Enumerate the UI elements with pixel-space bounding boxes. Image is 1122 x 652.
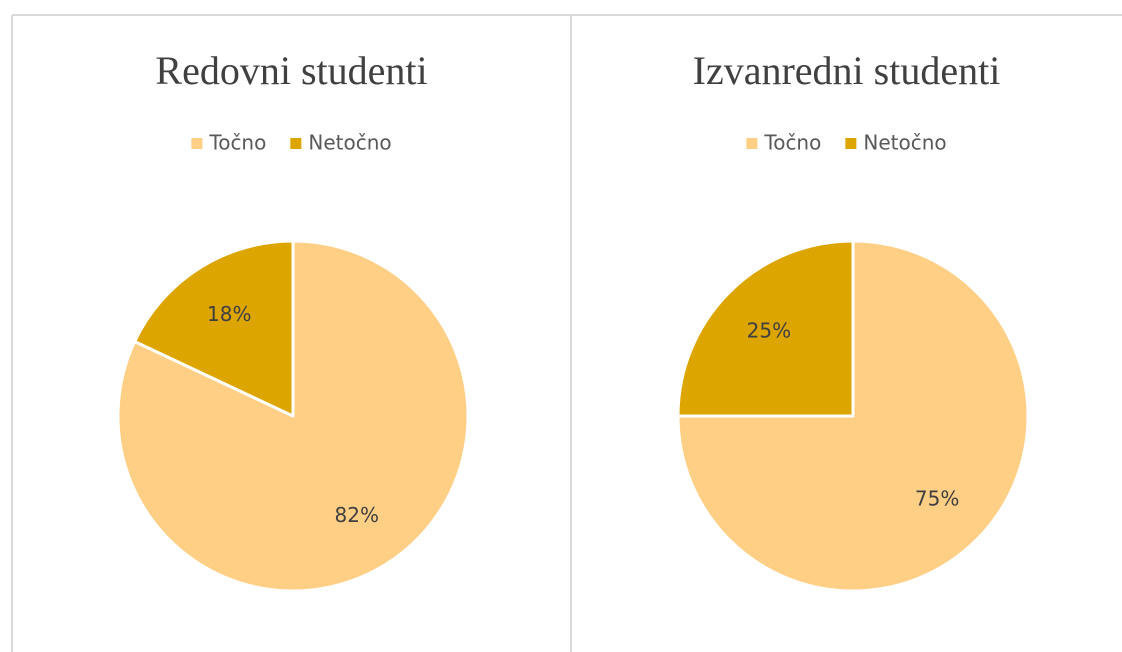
legend-label: Netočno [863,131,946,155]
data-label: 82% [335,503,379,527]
data-label: 75% [915,487,959,511]
pie-slice [133,239,295,418]
legend-label: Točno [763,131,821,155]
legend-label: Točno [208,131,266,155]
data-label: 18% [207,302,251,326]
legend-swatch [290,138,302,149]
legend: Točno Netočno [191,131,392,155]
data-label: 25% [747,318,791,342]
chart-title: Izvanredni studenti [693,48,1001,93]
legend-swatch [191,138,203,149]
chart-title: Redovni studenti [155,48,427,93]
legend-swatch [746,138,758,149]
legend-label: Netočno [308,131,391,155]
pie-slice [676,239,855,418]
legend-swatch [845,138,857,149]
legend: Točno Netočno [746,131,947,155]
